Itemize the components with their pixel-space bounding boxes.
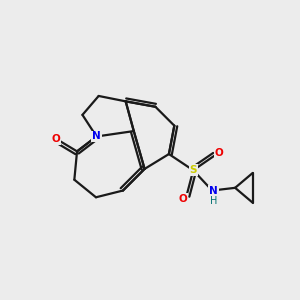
Text: N: N bbox=[209, 185, 218, 196]
Text: O: O bbox=[214, 148, 223, 158]
Text: O: O bbox=[51, 134, 60, 144]
Text: S: S bbox=[190, 165, 197, 175]
Text: O: O bbox=[178, 194, 187, 204]
Text: H: H bbox=[210, 196, 217, 206]
Text: N: N bbox=[92, 131, 101, 142]
